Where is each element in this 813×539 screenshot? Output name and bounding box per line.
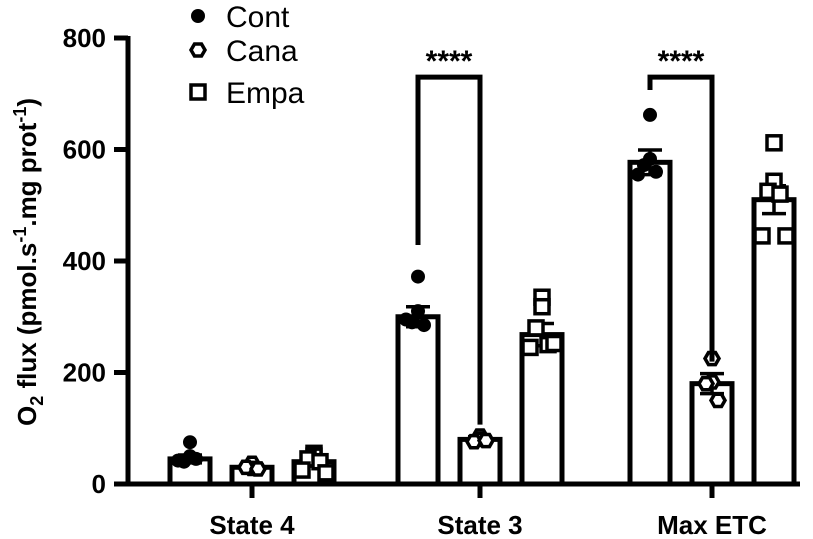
- point-empa: [545, 334, 563, 353]
- y-axis-label: O2 flux (pmol.s-1.mg prot-1): [10, 98, 47, 426]
- point-cana: [248, 461, 268, 477]
- significance-bracket: [647, 74, 715, 362]
- significance-label: ****: [658, 45, 705, 78]
- y-tick-label: 400: [63, 246, 106, 276]
- point-empa: [533, 297, 551, 316]
- significance-label: ****: [426, 45, 473, 78]
- significance-bracket: [415, 74, 483, 425]
- x-tick-label: Max ETC: [657, 510, 767, 539]
- y-tick-label: 600: [63, 135, 106, 165]
- legend-label-cana: Cana: [226, 35, 298, 68]
- y-tick-label: 200: [63, 358, 106, 388]
- point-cont: [191, 9, 205, 23]
- y-tick-label: 800: [63, 23, 106, 53]
- point-cont: [189, 451, 203, 466]
- bar-cont: [395, 314, 441, 487]
- point-cont: [649, 164, 663, 179]
- significance-brackets: **** ****: [415, 45, 715, 425]
- point-cont: [631, 167, 645, 182]
- y-tick-label: 0: [92, 469, 106, 499]
- point-cont: [643, 107, 657, 122]
- point-cana: [464, 433, 484, 450]
- point-empa: [753, 227, 771, 245]
- point-cont: [171, 453, 185, 468]
- point-cont: [411, 304, 425, 319]
- point-cana: [476, 432, 496, 449]
- point-cana: [708, 392, 728, 409]
- x-tick-label: State 4: [209, 510, 295, 539]
- point-empa: [771, 185, 789, 203]
- point-cana: [236, 459, 256, 476]
- point-empa: [317, 464, 335, 482]
- point-cana: [696, 375, 716, 392]
- point-cont: [183, 435, 197, 450]
- x-tick-label: State 3: [437, 510, 522, 539]
- point-empa: [189, 83, 207, 101]
- point-cont: [417, 318, 431, 333]
- legend-label-cont: Cont: [226, 1, 290, 34]
- data-points: [171, 107, 795, 482]
- point-cana: [188, 42, 208, 58]
- point-empa: [765, 134, 783, 152]
- point-empa: [777, 227, 795, 245]
- point-cont: [399, 312, 413, 327]
- legend-label-empa: Empa: [226, 77, 305, 110]
- bar-empa: [519, 332, 565, 487]
- point-empa: [293, 461, 311, 479]
- point-cont: [411, 269, 425, 284]
- point-empa: [527, 319, 545, 337]
- bar-empa: [751, 197, 797, 487]
- point-empa: [521, 338, 539, 357]
- bar-cont: [627, 159, 673, 487]
